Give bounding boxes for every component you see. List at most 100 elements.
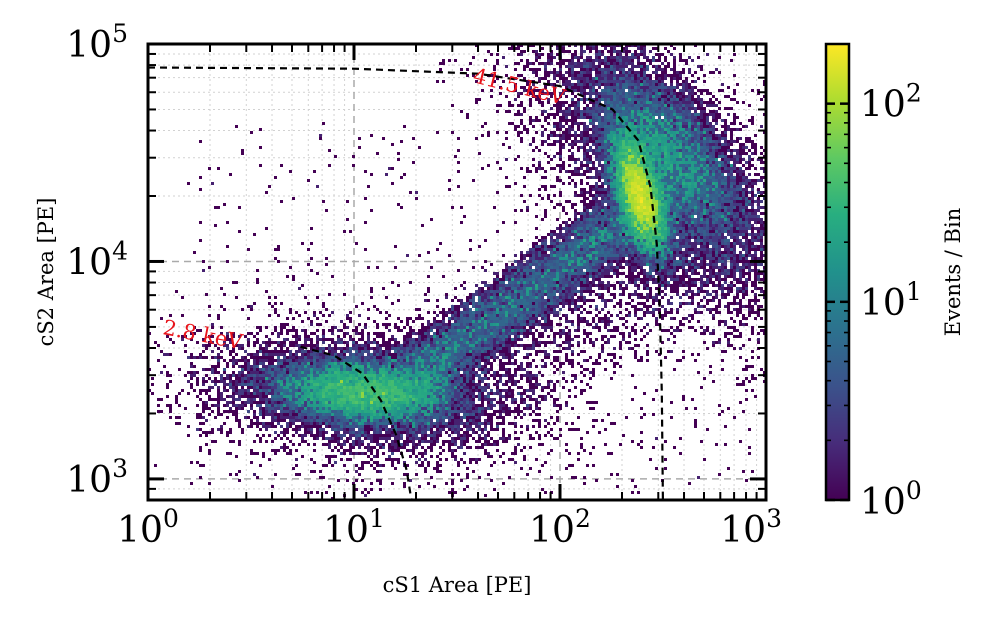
heatmap-bin [562,101,565,104]
heatmap-bin [715,260,718,263]
heatmap-bin [694,134,697,137]
heatmap-bin [634,83,637,86]
heatmap-bin [727,161,730,164]
heatmap-bin [691,128,694,131]
heatmap-bin [595,260,598,263]
heatmap-bin [568,50,571,53]
heatmap-bin [742,170,745,173]
heatmap-bin [688,116,691,119]
heatmap-bin [292,278,295,281]
heatmap-bin [655,74,658,77]
heatmap-bin [670,242,673,245]
heatmap-bin [499,92,502,95]
heatmap-bin [622,161,625,164]
heatmap-bin [592,251,595,254]
heatmap-bin [733,194,736,197]
heatmap-bin [292,197,295,200]
heatmap-bin [646,188,649,191]
heatmap-bin [595,191,598,194]
heatmap-bin [613,212,616,215]
heatmap-bin [607,71,610,74]
heatmap-bin [679,185,682,188]
heatmap-bin [691,92,694,95]
heatmap-bin [562,182,565,185]
heatmap-bin [724,227,727,230]
heatmap-bin [760,98,763,101]
heatmap-bin [556,74,559,77]
heatmap-bin [538,161,541,164]
heatmap-bin [748,224,751,227]
heatmap-bin [631,161,634,164]
heatmap-bin [583,218,586,221]
heatmap-bin [577,101,580,104]
heatmap-bin [691,236,694,239]
heatmap-bin [679,152,682,155]
heatmap-bin [640,65,643,68]
heatmap-bin [754,149,757,152]
heatmap-bin [730,254,733,257]
heatmap-bin [547,278,550,281]
heatmap-bin [631,158,634,161]
heatmap-bin [679,119,682,122]
heatmap-bin [694,101,697,104]
heatmap-bin [634,269,637,272]
heatmap-bin [661,245,664,248]
heatmap-bin [754,269,757,272]
heatmap-bin [658,221,661,224]
heatmap-bin [646,128,649,131]
heatmap-bin [586,104,589,107]
heatmap-bin [544,152,547,155]
heatmap-bin [607,107,610,110]
heatmap-bin [703,200,706,203]
heatmap-bin [673,71,676,74]
heatmap-bin [661,53,664,56]
heatmap-bin [562,47,565,50]
heatmap-bin [655,86,658,89]
heatmap-bin [664,137,667,140]
heatmap-bin [694,149,697,152]
heatmap-bin [364,221,367,224]
heatmap-bin [613,269,616,272]
heatmap-bin [583,260,586,263]
heatmap-bin [520,266,523,269]
heatmap-bin [625,233,628,236]
heatmap-bin [610,131,613,134]
heatmap-bin [664,221,667,224]
heatmap-bin [535,56,538,59]
heatmap-bin [646,68,649,71]
heatmap-bin [673,110,676,113]
heatmap-bin [664,230,667,233]
heatmap-bin [601,128,604,131]
heatmap-bin [589,206,592,209]
heatmap-bin [739,137,742,140]
heatmap-bin [541,143,544,146]
heatmap-bin [658,86,661,89]
heatmap-bin [685,215,688,218]
heatmap-bin [751,140,754,143]
heatmap-bin [610,50,613,53]
heatmap-bin [658,56,661,59]
heatmap-bin [583,254,586,257]
heatmap-bin [601,224,604,227]
heatmap-bin [193,251,196,254]
heatmap-bin [718,260,721,263]
heatmap-bin [631,269,634,272]
heatmap-bin [457,269,460,272]
heatmap-bin [694,224,697,227]
heatmap-bin [634,155,637,158]
heatmap-bin [688,263,691,266]
heatmap-bin [538,272,541,275]
heatmap-bin [592,107,595,110]
heatmap-bin [724,257,727,260]
heatmap-bin [685,77,688,80]
heatmap-bin [679,257,682,260]
heatmap-bin [682,146,685,149]
heatmap-bin [568,176,571,179]
heatmap-bin [661,80,664,83]
heatmap-bin [691,95,694,98]
heatmap-bin [592,140,595,143]
heatmap-bin [616,107,619,110]
heatmap-bin [619,86,622,89]
heatmap-bin [622,113,625,116]
heatmap-bin [625,215,628,218]
